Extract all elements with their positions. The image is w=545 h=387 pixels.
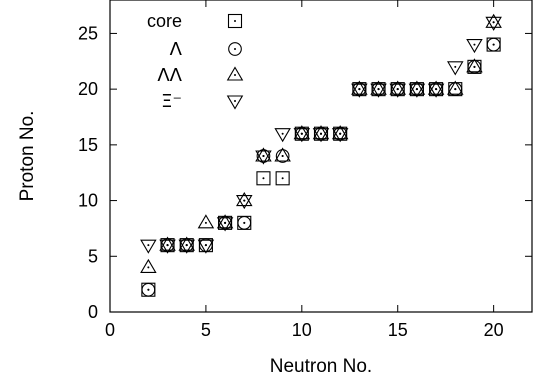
data-point-series-1 <box>486 37 501 52</box>
x-tick-label: 15 <box>388 320 408 340</box>
data-point-series-3 <box>408 83 426 98</box>
data-point-series-3 <box>389 83 406 98</box>
legend-label: core <box>147 11 182 31</box>
data-point-series-3 <box>178 239 195 254</box>
y-tick-label: 5 <box>88 246 98 266</box>
data-point-series-3 <box>331 128 349 143</box>
legend-marker-1 <box>228 42 242 56</box>
data-point-series-2 <box>140 258 157 273</box>
data-point-series-2 <box>466 58 483 73</box>
tick-layer: 0 5 10 15 20 0 5 10 15 20 25 <box>78 0 532 340</box>
data-point-series-3 <box>197 239 215 254</box>
data-point-series-3 <box>293 128 311 143</box>
y-tick-label: 0 <box>88 302 98 322</box>
legend-marker-0 <box>227 13 243 29</box>
data-point-series-0 <box>275 171 290 186</box>
data-point-series-2 <box>197 214 215 229</box>
marker-layer <box>140 13 502 297</box>
plot-frame <box>109 0 533 313</box>
x-tick-label: 0 <box>105 320 115 340</box>
data-point-series-1 <box>237 216 252 230</box>
data-point-series-3 <box>427 83 445 98</box>
legend-label: ΛΛ <box>157 65 182 86</box>
data-point-series-0 <box>256 171 271 186</box>
data-point-series-3 <box>466 39 483 54</box>
data-point-series-2 <box>447 80 464 95</box>
legend-marker-3 <box>226 95 244 110</box>
data-point-series-3 <box>216 217 234 232</box>
legend-label: Λ <box>170 39 183 60</box>
legend-label: Ξ⁻ <box>161 91 182 112</box>
data-point-series-3 <box>447 61 464 76</box>
y-tick-label: 15 <box>78 135 98 155</box>
x-tick-label: 10 <box>292 320 312 340</box>
data-point-series-3 <box>159 239 176 254</box>
data-point-series-2 <box>274 147 291 162</box>
data-point-series-3 <box>351 83 368 98</box>
y-tick-label: 20 <box>78 79 98 99</box>
data-point-series-3 <box>140 239 157 254</box>
data-point-series-3 <box>274 128 291 143</box>
y-tick-label: 10 <box>78 191 98 211</box>
legend-marker-2 <box>226 66 244 81</box>
data-point-series-3 <box>312 128 330 143</box>
data-point-series-3 <box>255 150 272 165</box>
data-point-series-3 <box>485 16 502 31</box>
data-point-series-3 <box>236 195 253 210</box>
y-axis-title: Proton No. <box>17 111 38 202</box>
x-tick-label: 5 <box>201 320 211 340</box>
data-point-series-1 <box>141 282 156 297</box>
plot-frame-layer <box>109 0 533 313</box>
x-axis-title: Neutron No. <box>270 356 372 377</box>
data-point-series-3 <box>370 83 387 98</box>
y-tick-label: 25 <box>78 23 98 43</box>
x-tick-label: 20 <box>484 320 504 340</box>
